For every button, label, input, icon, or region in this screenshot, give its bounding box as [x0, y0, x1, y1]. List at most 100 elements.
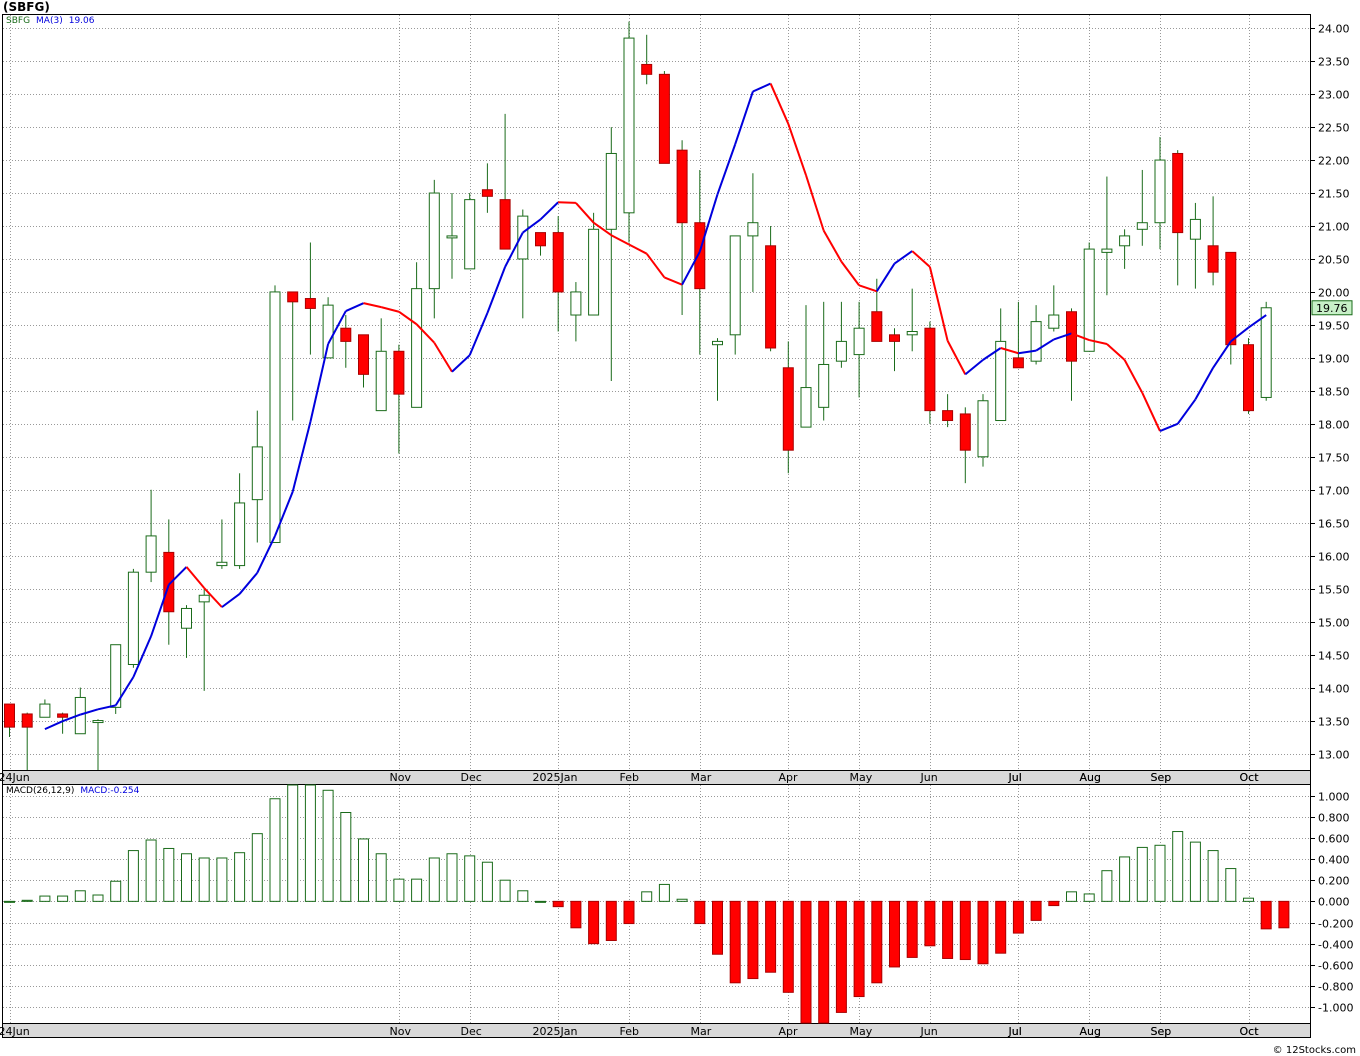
ma-segment	[486, 266, 507, 314]
price-tick-label: 24.00	[1318, 23, 1350, 36]
macd-bar-negative	[605, 900, 617, 941]
x-tick-label: 2025Jan	[533, 1025, 578, 1038]
macd-bar-negative	[782, 900, 794, 993]
macd-bar-positive	[1136, 846, 1148, 902]
x-tick-label: Sep	[1151, 1025, 1172, 1038]
macd-bar-positive	[375, 853, 387, 902]
ma-segment	[558, 201, 576, 204]
x-tick-label: May	[850, 771, 873, 784]
ma-segment	[734, 91, 754, 145]
x-tick-label: Jul	[1008, 1025, 1022, 1038]
x-tick-label: Sep	[1151, 771, 1172, 784]
candle-up	[588, 228, 600, 316]
macd-bar-negative	[712, 900, 723, 955]
macd-bar-positive	[446, 853, 458, 902]
ma-segment	[805, 174, 825, 231]
macd-bar-positive	[1154, 844, 1166, 902]
ma-segment	[185, 566, 205, 589]
candle-up	[181, 607, 192, 629]
ma-segment	[504, 232, 524, 268]
ma-segment	[1230, 326, 1250, 343]
macd-bar-positive	[92, 894, 104, 902]
ma-segment	[698, 194, 719, 253]
candle-up	[906, 331, 918, 336]
upper-gridlines	[3, 15, 1310, 770]
legend-macd-label: MACD(26,12,9)	[6, 786, 75, 796]
macd-bar-negative	[588, 900, 600, 945]
last-price-tag: 19.76	[1311, 300, 1353, 316]
candle-up	[712, 340, 723, 346]
candle-down	[871, 311, 883, 342]
macd-tick-label: -0.800	[1318, 981, 1353, 994]
price-tick-label: 18.00	[1318, 419, 1350, 432]
candle-down	[889, 334, 900, 342]
macd-bar-positive	[21, 899, 33, 902]
legend-symbol: SBFG	[6, 16, 31, 26]
macd-bar-negative	[835, 900, 847, 1013]
lower-date-band	[2, 1023, 1311, 1038]
x-tick-label: Nov	[390, 771, 412, 784]
candle-up	[853, 327, 865, 356]
price-tick-label: 23.50	[1318, 56, 1350, 69]
last-price-tag-text: 19.76	[1316, 302, 1348, 315]
x-tick-label: Mar	[691, 771, 712, 784]
macd-bar-positive	[216, 857, 228, 902]
price-tick-label: 23.00	[1318, 89, 1350, 102]
ma-segment	[681, 251, 701, 286]
ma-segment	[168, 566, 188, 586]
x-tick-label: Aug	[1080, 1025, 1101, 1038]
macd-bar-negative	[765, 900, 777, 973]
x-tick-label: Apr	[779, 1025, 799, 1038]
candle-up	[977, 400, 989, 458]
macd-bar-positive	[1243, 897, 1254, 902]
x-tick-label: Dec	[461, 771, 482, 784]
ma-segment	[787, 123, 807, 176]
macd-bar-negative	[1012, 900, 1024, 934]
candle-up	[110, 644, 122, 708]
ma-segment	[875, 263, 896, 292]
ma-segment	[1106, 343, 1126, 361]
macd-tick-label: 0.200	[1318, 875, 1350, 888]
ma-segment	[982, 347, 1002, 361]
price-tick-label: 19.00	[1318, 353, 1350, 366]
macd-bar-positive	[74, 890, 86, 902]
lower-panel-frame	[2, 784, 1311, 1024]
macd-bar-positive	[464, 855, 476, 902]
price-tick-label: 16.00	[1318, 551, 1350, 564]
x-tick-label: Jul	[1008, 771, 1022, 784]
candle-down	[481, 189, 493, 197]
ma-segment	[415, 323, 436, 344]
macd-bar-positive	[428, 857, 440, 902]
macd-tick-label: -0.600	[1318, 960, 1353, 973]
upper-panel-frame	[2, 14, 1311, 771]
macd-bar-negative	[889, 900, 900, 968]
ma-segment	[363, 302, 382, 309]
macd-tick-label: 1.000	[1318, 791, 1350, 804]
x-tick-label: Feb	[620, 1025, 639, 1038]
credit-text: © 12Stocks.com	[1272, 1045, 1356, 1056]
candle-up	[623, 37, 635, 214]
legend-macd-value: MACD:-0.254	[80, 786, 140, 796]
upper-legend: SBFG MA(3) 19.06	[6, 16, 100, 26]
macd-bar-positive	[163, 847, 175, 902]
candle-up	[1048, 314, 1060, 329]
x-tick-label: Aug	[1080, 771, 1101, 784]
ma-segment	[893, 250, 913, 265]
candle-up	[1136, 222, 1148, 230]
macd-axis: 1.000 0.800 0.600 0.400 0.200 0.000 -0.200 -0.4…	[1310, 791, 1353, 1015]
ma-segment	[203, 587, 223, 608]
ma-segment	[1035, 338, 1055, 352]
candle-up	[1189, 218, 1201, 240]
ma-segment	[114, 676, 135, 706]
macd-tick-label: -0.400	[1318, 939, 1353, 952]
macd-bar-negative	[924, 900, 936, 947]
x-tick-label: Oct	[1240, 771, 1260, 784]
candle-up	[605, 152, 617, 230]
candle-up	[729, 235, 741, 336]
candle-down	[658, 73, 670, 164]
candle-up	[570, 291, 582, 316]
price-tick-label: 20.00	[1318, 287, 1350, 300]
ma-segment	[132, 635, 153, 678]
macd-bar-negative	[694, 900, 706, 925]
candle-up	[800, 387, 812, 428]
